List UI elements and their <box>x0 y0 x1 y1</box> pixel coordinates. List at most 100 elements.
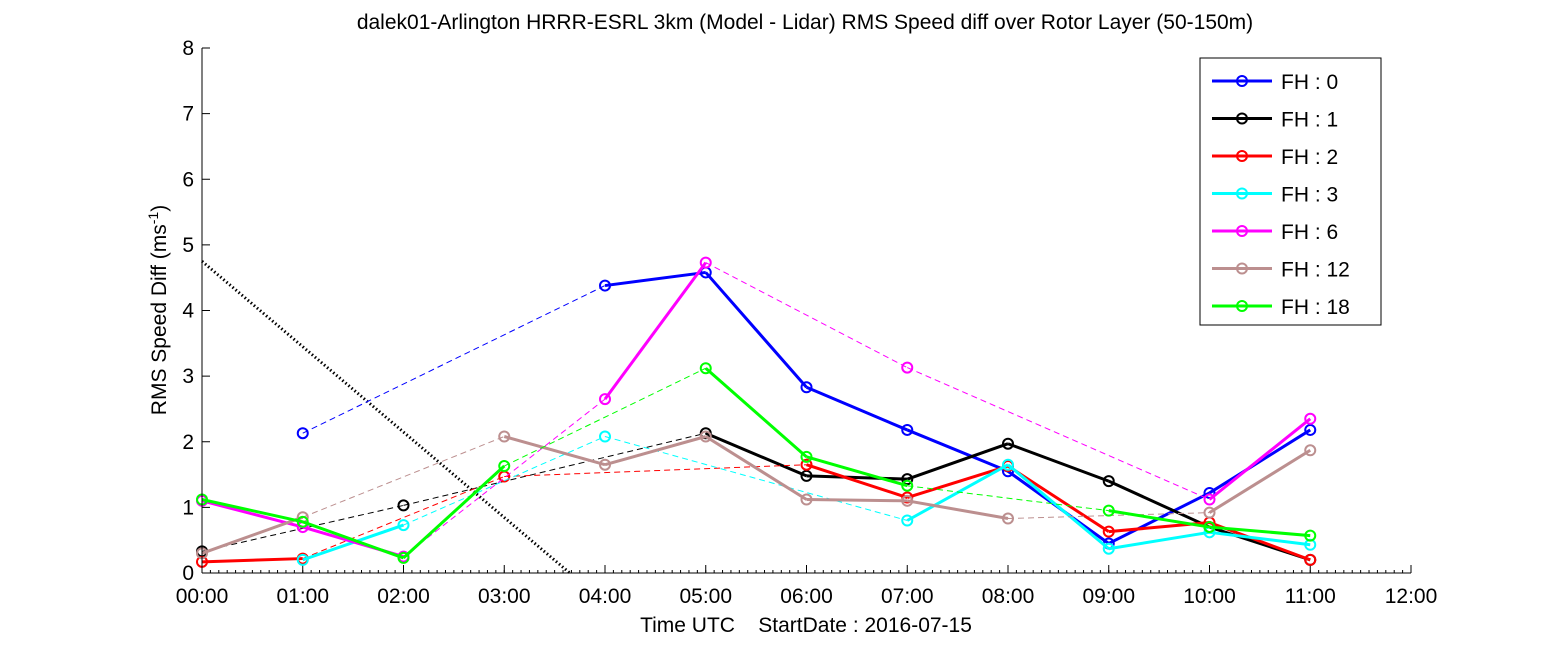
y-tick-label: 6 <box>182 168 194 191</box>
series-point <box>901 494 914 507</box>
series-point <box>1304 553 1317 566</box>
series-point <box>800 381 813 394</box>
series-point <box>397 499 410 512</box>
series-line-segment <box>603 261 707 400</box>
x-tick-label: 08:00 <box>982 585 1035 608</box>
series-point <box>1304 444 1317 457</box>
legend-swatch-marker <box>1236 225 1248 237</box>
series-gap-connector <box>302 285 606 434</box>
series-line-segment <box>604 270 706 288</box>
series-line-segment <box>906 464 1009 499</box>
series-point <box>599 279 611 292</box>
series-line-segment <box>402 464 506 560</box>
series-point <box>699 362 712 375</box>
x-tick-label: 03:00 <box>478 585 531 608</box>
y-tick-label: 8 <box>182 37 194 60</box>
series-point <box>1304 412 1317 425</box>
series-point <box>1102 475 1115 488</box>
series-line-segment <box>1208 449 1312 514</box>
series-point <box>599 458 611 471</box>
series-gap-connector <box>403 398 606 557</box>
series-line-segment <box>1209 530 1311 547</box>
legend: FH : 0 FH : 1 FH : 2 FH : 3 FH : 6 FH : 12 FH … <box>1199 57 1382 326</box>
legend-box <box>1199 57 1382 326</box>
series-line-segment <box>806 474 908 481</box>
series-gap-connector <box>907 367 1210 500</box>
legend-swatch-marker <box>1236 150 1248 162</box>
series-point <box>699 430 712 443</box>
legend-swatch-marker <box>1236 262 1248 275</box>
chart-title: dalek01-Arlington HRRR-ESRL 3km (Model -… <box>357 11 1253 34</box>
series-line-segment <box>806 455 908 488</box>
series-gap-connector <box>504 367 706 467</box>
series-line-segment <box>1209 525 1311 538</box>
series-line-segment <box>806 498 908 503</box>
series-point <box>397 519 410 532</box>
series-line-segment <box>704 367 808 458</box>
y-axis-ticks: 0 1 2 3 4 5 6 7 8 <box>182 37 210 585</box>
legend-label: FH : 3 <box>1281 184 1338 207</box>
series-point <box>901 361 914 374</box>
legend-swatch-marker <box>1236 75 1248 87</box>
series-line-segment <box>806 463 908 499</box>
series-gap-connector <box>302 436 505 518</box>
series-point <box>800 469 813 482</box>
series-point <box>1002 458 1014 471</box>
series-point <box>901 473 914 486</box>
series-gap-connector <box>403 436 606 526</box>
series-point <box>397 551 410 564</box>
y-axis-label: RMS Speed Diff (ms-1) <box>145 205 171 415</box>
series-line-segment <box>1007 463 1110 550</box>
series-point <box>800 458 813 471</box>
x-tick-label: 02:00 <box>377 585 430 608</box>
series-line-segment <box>201 498 304 524</box>
legend-label: FH : 18 <box>1281 296 1350 319</box>
x-tick-label: 12:00 <box>1385 585 1438 608</box>
series-gap-connector <box>907 485 1109 512</box>
y-tick-label: 2 <box>182 431 194 454</box>
series-point <box>296 553 309 566</box>
series-5 <box>196 430 1317 560</box>
series-line-segment <box>1108 479 1211 529</box>
y-axis-label-close: ) <box>148 205 171 212</box>
series-point <box>498 460 511 473</box>
legend-label: FH : 12 <box>1281 259 1350 282</box>
series-point <box>1102 542 1115 555</box>
series-line-segment <box>1208 417 1312 501</box>
series-line-segment <box>1208 428 1312 495</box>
series-gap-connector <box>302 476 505 560</box>
y-tick-label: 7 <box>182 103 194 126</box>
series-line-segment <box>503 435 606 467</box>
series-point <box>1002 437 1014 450</box>
legend-swatch-marker <box>1236 112 1248 125</box>
series-point <box>800 493 813 506</box>
series-line-segment <box>1108 509 1210 529</box>
series-line-segment <box>1007 442 1110 483</box>
y-tick-label: 3 <box>182 365 194 388</box>
x-tick-label: 01:00 <box>276 585 329 608</box>
series-6 <box>196 362 1317 564</box>
x-tick-label: 11:00 <box>1285 585 1336 608</box>
reference-line-layer <box>201 260 571 575</box>
y-tick-label: 0 <box>182 562 194 585</box>
legend-label: FH : 1 <box>1281 109 1338 132</box>
x-axis-label: Time UTC StartDate : 2016-07-15 <box>640 614 972 637</box>
x-tick-label: 09:00 <box>1082 585 1135 608</box>
series-point <box>1203 493 1216 506</box>
series-line-segment <box>1108 530 1210 551</box>
series-point <box>800 450 813 463</box>
series-layer <box>196 256 1317 568</box>
series-line-segment <box>906 499 1009 521</box>
legend-swatch-marker <box>1236 187 1248 200</box>
series-line-segment <box>906 463 1009 522</box>
x-tick-label: 07:00 <box>881 585 934 608</box>
series-point <box>1102 504 1115 517</box>
series-point <box>1203 521 1216 534</box>
series-point <box>599 393 611 406</box>
legend-label: FH : 0 <box>1281 71 1338 94</box>
series-point <box>296 427 309 440</box>
legend-label: FH : 2 <box>1281 146 1338 169</box>
series-line-segment <box>906 428 1009 473</box>
y-axis-label-superscript: -1 <box>145 212 161 225</box>
